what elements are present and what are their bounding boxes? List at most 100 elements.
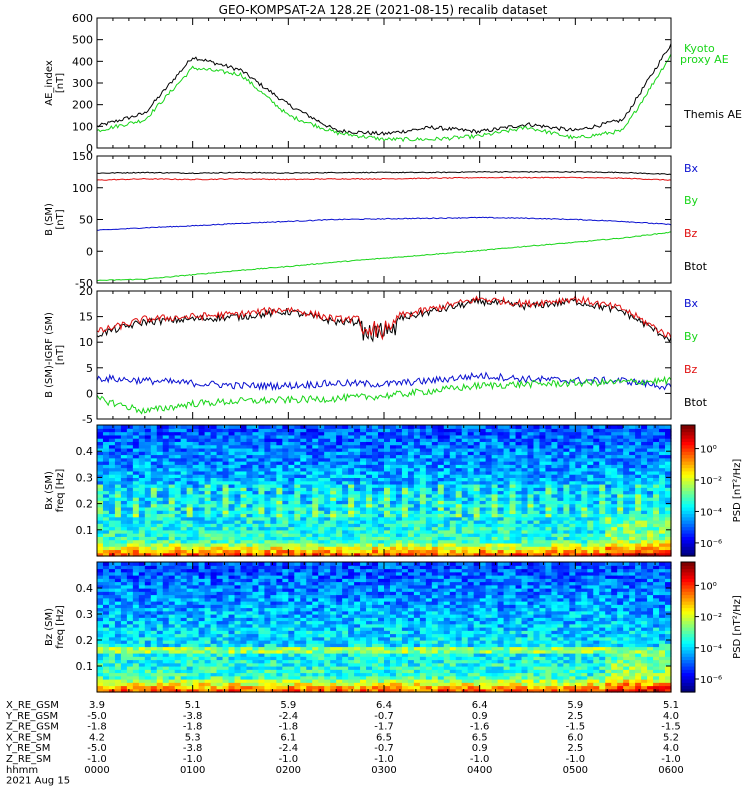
spectrogram-cell xyxy=(120,672,128,677)
spectrogram-cell xyxy=(635,451,642,456)
spectrogram-cell xyxy=(366,474,373,478)
spectrogram-cell xyxy=(240,490,248,495)
spectrogram-cell xyxy=(461,487,469,492)
spectrogram-cell xyxy=(449,451,457,456)
spectrogram-cell xyxy=(114,659,122,664)
spectrogram-cell xyxy=(443,480,451,485)
spectrogram-cell xyxy=(401,480,409,485)
spectrogram-cell xyxy=(623,549,630,554)
spectrogram-cell xyxy=(180,679,188,683)
y-tick-label: 200 xyxy=(72,99,93,112)
spectrogram-cell xyxy=(108,594,116,599)
spectrogram-cell xyxy=(240,438,248,442)
spectrogram-cell xyxy=(551,451,558,456)
spectrogram-cell xyxy=(407,506,415,511)
spectrogram-cell xyxy=(138,633,146,638)
spectrogram-cell xyxy=(533,506,541,511)
spectrogram-cell xyxy=(126,578,134,583)
spectrogram-cell xyxy=(144,672,152,677)
spectrogram-cell xyxy=(437,533,445,537)
spectrogram-cell xyxy=(108,434,116,439)
spectrogram-cell xyxy=(288,434,295,439)
spectrogram-cell xyxy=(342,539,349,544)
spectrogram-cell xyxy=(533,539,541,544)
spectrogram-cell xyxy=(437,523,445,528)
spectrogram-cell xyxy=(102,591,110,596)
spectrogram-cells xyxy=(97,425,672,557)
spectrogram-cell xyxy=(264,500,271,505)
spectrogram-cell xyxy=(324,467,331,472)
spectrogram-cell xyxy=(330,477,337,482)
spectrogram-cell xyxy=(479,536,487,541)
spectrogram-cell xyxy=(617,500,624,505)
spectrogram-cell xyxy=(384,523,391,528)
spectrogram-cell xyxy=(97,533,104,537)
colorbar-segment xyxy=(681,464,695,469)
spectrogram-cell xyxy=(372,503,379,508)
spectrogram-cell xyxy=(276,493,283,498)
spectrogram-cell xyxy=(252,513,260,518)
spectrogram-cell xyxy=(240,428,248,433)
spectrogram-cell xyxy=(509,480,517,485)
spectrogram-cell xyxy=(563,500,570,505)
spectrogram-cell xyxy=(126,529,134,534)
spectrogram-cell xyxy=(192,630,200,635)
spectrogram-cell xyxy=(174,607,182,612)
spectrogram-cell xyxy=(102,597,110,602)
spectrogram-cell xyxy=(306,539,313,544)
spectrogram-cell xyxy=(575,483,582,488)
spectrogram-cell xyxy=(461,542,469,547)
spectrogram-cell xyxy=(138,584,146,589)
spectrogram-cell xyxy=(258,441,266,446)
spectrogram-cell xyxy=(629,490,636,495)
spectrogram-cell xyxy=(180,539,188,544)
spectrogram-cell xyxy=(132,630,140,635)
spectrogram-cell xyxy=(533,483,541,488)
spectrogram-cell xyxy=(533,447,541,452)
spectrogram-cell xyxy=(222,510,230,515)
spectrogram-cell xyxy=(132,584,140,589)
spectrogram-cell xyxy=(186,500,194,505)
spectrogram-cell xyxy=(120,627,128,631)
spectrogram-cell xyxy=(539,490,547,495)
spectrogram-cell xyxy=(342,513,349,518)
spectrogram-cell xyxy=(168,503,176,508)
spectrogram-cell xyxy=(503,529,511,534)
spectrogram-cell xyxy=(168,461,176,465)
spectrogram-cell xyxy=(563,497,570,501)
spectrogram-cell xyxy=(485,539,493,544)
spectrogram-cell xyxy=(360,483,367,488)
spectrogram-cell xyxy=(252,444,260,449)
spectrogram-cell xyxy=(144,552,152,557)
spectrogram-cell xyxy=(587,500,594,505)
spectrogram-cell xyxy=(521,480,529,485)
spectrogram-cell xyxy=(354,474,361,478)
spectrogram-cell xyxy=(276,438,283,442)
spectrogram-cell xyxy=(593,464,600,469)
spectrogram-cell xyxy=(300,529,307,534)
spectrogram-cell xyxy=(174,464,182,469)
spectrogram-cell xyxy=(653,467,660,472)
spectrogram-cell xyxy=(138,519,146,524)
spectrogram-cell xyxy=(521,549,529,554)
spectrogram-cell xyxy=(521,447,529,452)
spectrogram-cell xyxy=(413,474,421,478)
spectrogram-cell xyxy=(485,483,493,488)
spectrogram-cell xyxy=(252,461,260,465)
spectrogram-cell xyxy=(419,516,427,521)
spectrogram-cell xyxy=(120,646,128,651)
spectrogram-cell xyxy=(336,451,343,456)
spectrogram-cell xyxy=(252,483,260,488)
spectrogram-cell xyxy=(407,457,415,462)
colorbar-segment xyxy=(681,529,695,534)
spectrogram-cell xyxy=(366,467,373,472)
spectrogram-cell xyxy=(294,444,301,449)
spectrogram-cell xyxy=(461,438,469,442)
spectrogram-cell xyxy=(569,552,576,557)
spectrogram-cell xyxy=(611,549,618,554)
spectrogram-cell xyxy=(144,434,152,439)
spectrogram-cell xyxy=(168,588,176,592)
spectrogram-cell xyxy=(527,483,535,488)
spectrogram-cell xyxy=(174,565,182,570)
spectrogram-cell xyxy=(354,441,361,446)
